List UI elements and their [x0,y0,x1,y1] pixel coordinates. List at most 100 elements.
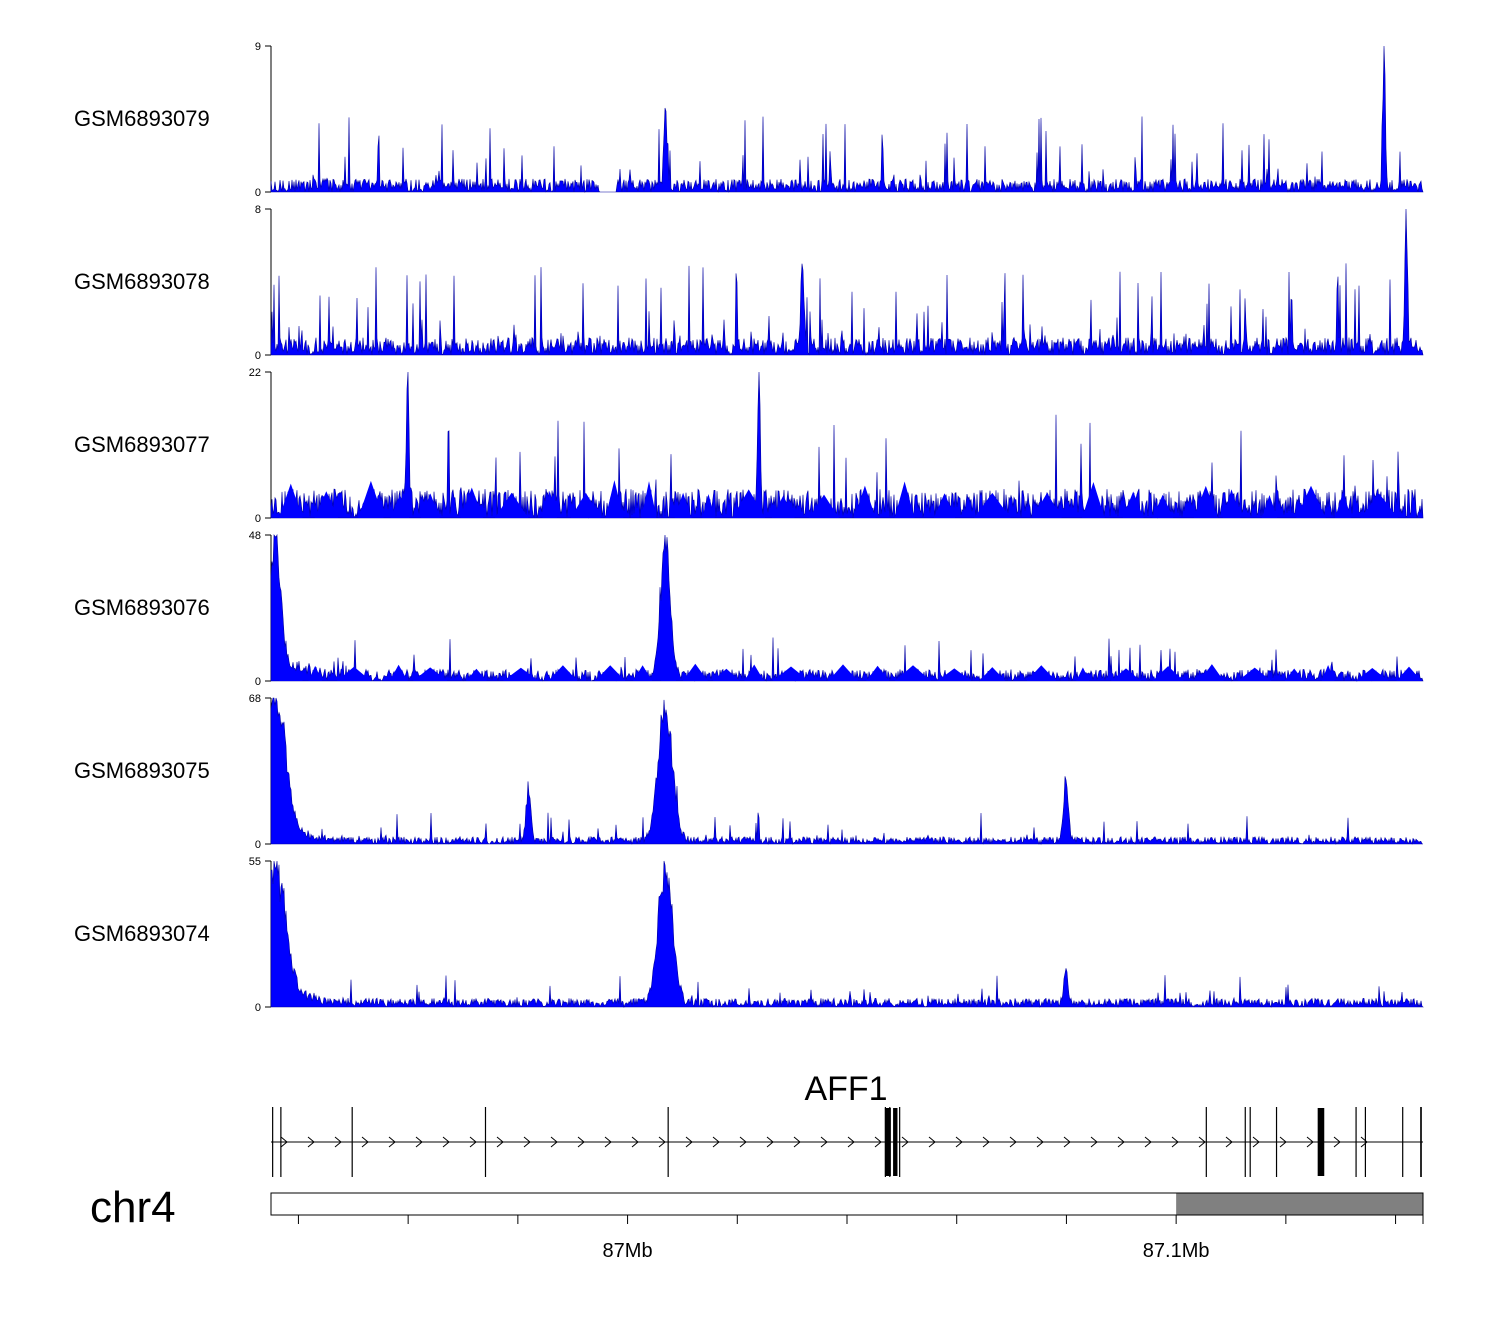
interpolated-segment [548,665,578,681]
strand-arrow [739,1136,747,1148]
interpolated-segment [389,664,408,681]
track-label: GSM6893074 [74,921,210,946]
interpolated-segment [771,495,795,518]
strand-arrow [631,1136,639,1148]
track-GSM6893076: GSM6893076 48 0 [74,530,1424,688]
y-tick-label: 0 [255,839,261,851]
gene-track: AFF1 [271,1070,1423,1177]
strand-arrow [334,1136,342,1148]
coverage-tracks: GSM689307990GSM689307880GSM6893077220GSM… [74,41,1424,1014]
strand-arrow [1306,1136,1314,1148]
track-GSM6893075: GSM6893075 68 0 [74,693,1424,851]
strand-arrow [658,1136,666,1148]
strand-arrow [415,1136,423,1148]
y-tick-label: 0 [255,1002,261,1014]
interpolated-segment [772,666,809,681]
coverage-area [270,533,1424,682]
strand-arrow [1333,1136,1341,1148]
strand-arrow [523,1136,531,1148]
interpolated-segment [895,665,931,681]
strand-arrow [388,1136,396,1148]
interpolated-segment [702,494,715,518]
strand-arrow [550,1136,558,1148]
interpolated-segment [570,492,601,518]
interpolated-segment [595,665,626,681]
interpolated-segment [390,494,410,518]
interpolated-segment [1360,493,1398,518]
strand-arrow [1279,1136,1287,1148]
interpolated-segment [308,665,322,681]
interpolated-segment [1296,485,1326,518]
interpolated-segment [674,492,692,518]
interpolated-segment [1032,492,1062,518]
chromosome-ideogram: chr4 [90,1183,1424,1232]
strand-arrow [1171,1136,1179,1148]
interpolated-segment [974,492,1011,518]
strand-arrow [1117,1136,1125,1148]
x-tick-label: 87Mb [603,1240,653,1262]
coverage-area [270,860,1424,1009]
strand-arrow [685,1136,693,1148]
coverage-area [270,371,1424,519]
interpolated-segment [1396,666,1422,681]
interpolated-segment [1261,495,1278,518]
exon-block [884,1108,891,1176]
strand-arrow [1090,1136,1098,1148]
strand-arrow [280,1136,288,1148]
interpolated-segment [854,485,876,518]
gene-name-label: AFF1 [804,1070,887,1108]
strand-arrow [1360,1136,1368,1148]
interpolated-segment [828,664,858,681]
y-tick-label: 8 [255,204,261,216]
interpolated-segment [337,666,371,681]
interpolated-segment [633,665,653,681]
strand-arrow [1036,1136,1044,1148]
interpolated-segment [1076,667,1090,681]
interpolated-segment [1110,668,1141,681]
track-label: GSM6893076 [74,595,210,620]
interpolated-segment [466,668,487,681]
strand-arrow [1252,1136,1260,1148]
y-tick-label: 9 [255,41,261,53]
strand-arrow [793,1136,801,1148]
strand-arrow [577,1136,585,1148]
interpolated-segment [1152,666,1184,681]
coverage-area [270,45,1424,194]
strand-arrow [847,1136,855,1148]
interpolated-segment [413,667,448,681]
interpolated-segment [503,667,539,681]
interpolated-segment [1356,668,1389,681]
interpolated-segment [1335,492,1352,518]
interpolated-segment [279,483,303,518]
strand-arrow [1198,1136,1206,1148]
interpolated-segment [358,480,384,518]
strand-arrow [361,1136,369,1148]
interpolated-segment [460,487,484,518]
interpolated-segment [542,490,557,518]
strand-arrow [955,1136,963,1148]
interpolated-segment [979,667,1006,681]
interpolated-segment [1237,667,1272,681]
interpolated-segment [682,663,708,681]
coverage-area [270,697,1424,846]
track-GSM6893079: GSM6893079 9 0 [74,41,1424,199]
interpolated-segment [937,668,972,681]
interpolated-segment [712,668,740,681]
interpolated-segment [421,493,440,518]
interpolated-segment [605,480,624,518]
interpolated-segment [732,489,766,518]
track-GSM6893077: GSM6893077 22 0 [74,367,1424,525]
strand-arrow [604,1136,612,1148]
interpolated-segment [1082,482,1105,518]
interpolated-segment [279,667,303,681]
y-tick-label: 0 [255,187,261,199]
interpolated-segment [1222,489,1241,518]
strand-arrow [982,1136,990,1148]
strand-arrow [307,1136,315,1148]
ideogram-band [1176,1193,1423,1215]
strand-arrow [1144,1136,1152,1148]
track-GSM6893074: GSM6893074 55 0 [74,856,1424,1014]
y-tick-label: 22 [249,367,261,379]
y-tick-label: 55 [249,856,261,868]
